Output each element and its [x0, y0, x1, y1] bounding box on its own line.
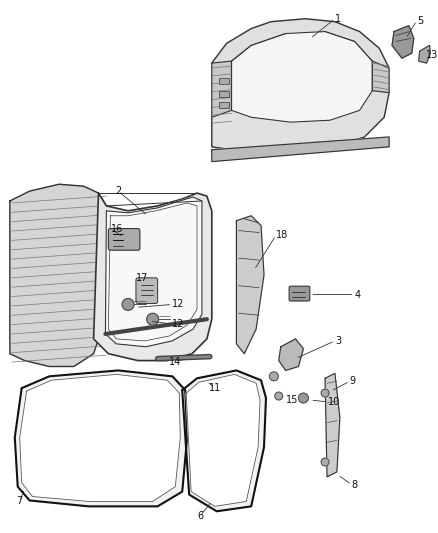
Polygon shape [232, 31, 372, 122]
Text: 8: 8 [352, 480, 358, 490]
Polygon shape [212, 137, 389, 161]
Polygon shape [15, 370, 187, 506]
Bar [219, 78, 229, 84]
Polygon shape [20, 374, 180, 502]
Polygon shape [106, 197, 202, 347]
Text: 1: 1 [335, 14, 341, 24]
Polygon shape [419, 45, 431, 63]
Bar [219, 102, 229, 108]
Text: 12: 12 [173, 300, 185, 310]
Polygon shape [212, 61, 232, 117]
Text: 7: 7 [17, 496, 23, 506]
Text: 4: 4 [355, 289, 361, 300]
Text: 2: 2 [115, 186, 121, 196]
Circle shape [298, 393, 308, 403]
Text: 13: 13 [426, 50, 438, 60]
Text: 16: 16 [111, 223, 124, 233]
FancyBboxPatch shape [136, 278, 158, 303]
Text: 5: 5 [417, 15, 423, 26]
Bar [219, 91, 229, 96]
Text: 11: 11 [208, 383, 221, 393]
Text: 18: 18 [276, 230, 288, 240]
Circle shape [321, 389, 329, 397]
Text: 10: 10 [328, 397, 340, 407]
Polygon shape [182, 370, 266, 511]
Polygon shape [94, 193, 212, 361]
Polygon shape [237, 216, 264, 354]
FancyBboxPatch shape [289, 286, 310, 301]
Text: 12: 12 [173, 319, 185, 329]
Polygon shape [186, 374, 260, 506]
Circle shape [275, 392, 283, 400]
Polygon shape [212, 19, 389, 152]
Circle shape [147, 313, 159, 325]
Polygon shape [325, 374, 340, 477]
Text: 14: 14 [169, 357, 181, 367]
Text: 6: 6 [197, 511, 203, 521]
Polygon shape [279, 339, 304, 370]
Text: 9: 9 [350, 376, 356, 386]
Circle shape [269, 372, 278, 381]
FancyBboxPatch shape [108, 229, 140, 251]
Polygon shape [10, 184, 108, 367]
Text: 3: 3 [335, 336, 341, 346]
Text: 17: 17 [136, 273, 148, 283]
Text: 15: 15 [286, 395, 298, 405]
Circle shape [321, 458, 329, 466]
Circle shape [122, 298, 134, 310]
Polygon shape [372, 61, 389, 93]
Polygon shape [392, 26, 414, 58]
